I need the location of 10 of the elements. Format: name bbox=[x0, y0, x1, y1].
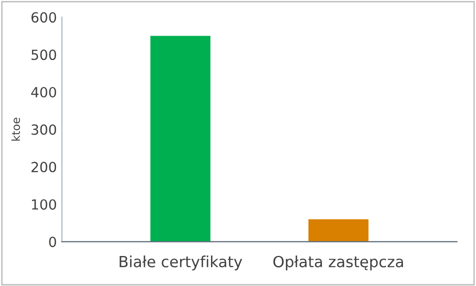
y-tick-label: 600 bbox=[31, 12, 56, 23]
y-axis-title: ktoe bbox=[11, 118, 20, 141]
y-tick-label: 0 bbox=[49, 236, 56, 248]
y-tick-label: 200 bbox=[32, 162, 56, 172]
x-tick-label: Opłata zastępcza bbox=[273, 256, 403, 270]
y-tick-label: 400 bbox=[31, 86, 56, 98]
y-tick-label: 300 bbox=[32, 124, 56, 135]
x-tick-label: Białe certyfikaty bbox=[120, 256, 242, 270]
y-tick-label: 100 bbox=[32, 199, 56, 210]
y-tick-label: 500 bbox=[32, 50, 56, 60]
